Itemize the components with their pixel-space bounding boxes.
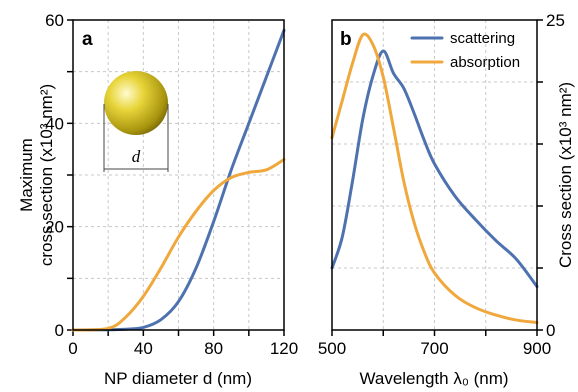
panel-b-ytick-label: 25 <box>546 11 565 30</box>
panel-a-xtick-label: 0 <box>68 339 77 358</box>
panel-b-xtick-label: 500 <box>318 339 346 358</box>
panel-b-scattering-line <box>330 49 539 289</box>
panel-a-ylabel-line2: cross section (x10³ nm²) <box>37 84 56 266</box>
panel-b-absorption-line <box>330 32 539 325</box>
nanoparticle-sphere-icon <box>104 71 168 135</box>
panel-b-xtick-label: 700 <box>420 339 448 358</box>
panel-b-ytick-label: 0 <box>546 321 555 340</box>
panel-a-ytick-label: 40 <box>45 114 64 133</box>
panel-a: 0 40 80 120 0 20 40 60 a d Maximum cross sectio… <box>17 11 298 388</box>
legend-label-absorption: absorption <box>450 54 520 71</box>
panel-b-grid <box>332 20 537 330</box>
panel-b-letter: b <box>340 29 352 50</box>
panel-a-ytick-label: 60 <box>45 11 64 30</box>
panel-a-frame <box>72 19 285 331</box>
panel-a-ytick-label: 0 <box>55 321 64 340</box>
diameter-label: d <box>132 147 141 166</box>
panel-b-series <box>330 32 539 325</box>
panel-a-ylabel-line1: Maximum <box>17 138 36 212</box>
panel-a-xtick-label: 40 <box>134 339 153 358</box>
panel-b-ylabel: Cross section (x10³ nm²) <box>556 82 575 268</box>
panel-a-letter: a <box>82 29 93 50</box>
panel-a-xlabel: NP diameter d (nm) <box>104 369 252 388</box>
nanoparticle-inset: d <box>103 71 169 172</box>
panel-b-xlabel: Wavelength λ₀ (nm) <box>359 369 508 388</box>
panel-b-legend: scattering absorption <box>410 30 520 71</box>
panel-a-xtick-label: 80 <box>204 339 223 358</box>
legend-label-scattering: scattering <box>450 30 515 47</box>
panel-b-frame <box>331 19 538 331</box>
panel-a-grid <box>73 20 284 330</box>
panel-a-xtick-label: 120 <box>270 339 298 358</box>
panel-a-ticks: 0 40 80 120 0 20 40 60 <box>45 11 298 358</box>
panel-a-absorption-line <box>71 158 286 332</box>
panel-b-xtick-label: 900 <box>523 339 551 358</box>
panel-a-ytick-label: 20 <box>45 218 64 237</box>
